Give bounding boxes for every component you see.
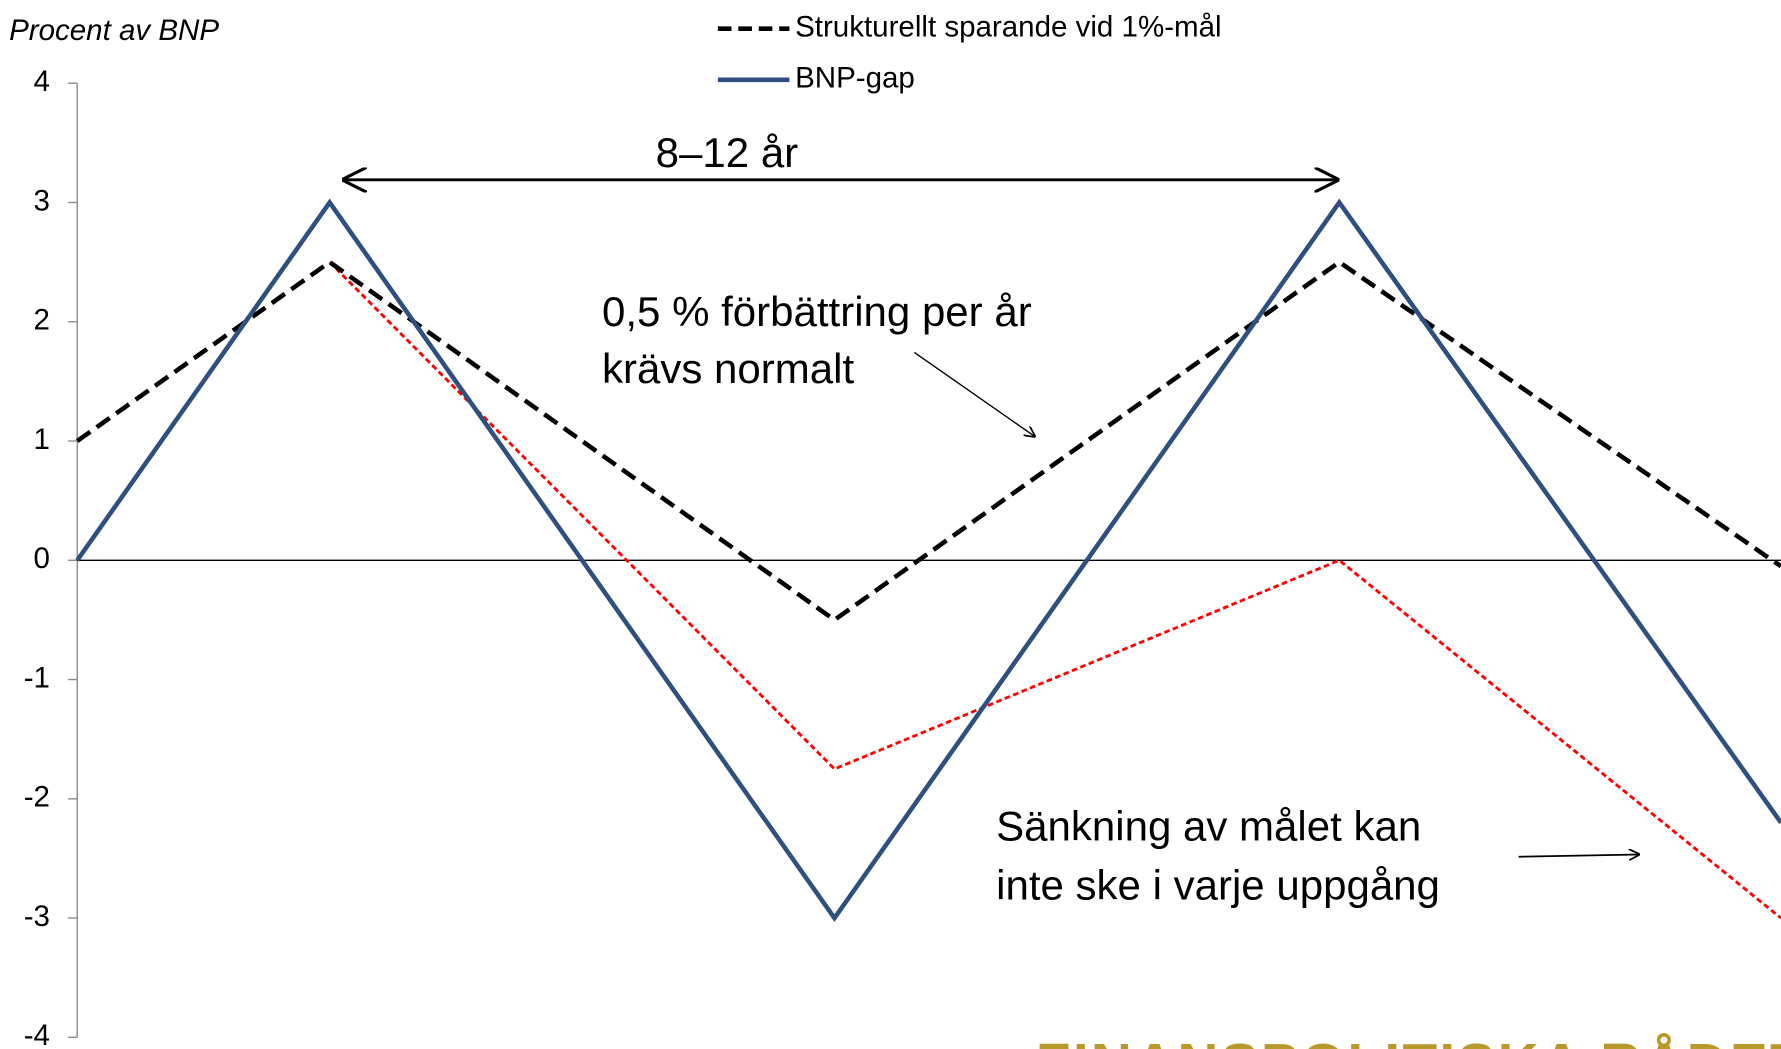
y-tick-label: -1 — [24, 661, 50, 694]
y-tick-label: 3 — [34, 184, 50, 217]
y-tick-label: -2 — [24, 781, 50, 814]
y-tick-label: 2 — [34, 304, 50, 337]
series-line — [328, 261, 1781, 920]
y-tick-label: 0 — [34, 542, 50, 575]
annotation: 0,5 % förbättring per år — [602, 288, 1032, 335]
y-axis-label: Procent av BNP — [9, 14, 219, 47]
annotation: inte ske i varje uppgång — [996, 862, 1440, 909]
series-line — [75, 198, 1781, 923]
y-tick-label: 4 — [34, 65, 50, 98]
annotation: krävs normalt — [602, 345, 854, 392]
legend-label: Strukturellt sparande vid 1%-mål — [795, 11, 1222, 44]
annotation-arrow — [1518, 854, 1639, 856]
y-tick-label: -3 — [24, 900, 50, 933]
legend-label: BNP-gap — [795, 62, 915, 95]
y-tick-label: 1 — [34, 423, 50, 456]
y-tick-label: -4 — [24, 1019, 50, 1049]
logo: FINANSPOLITISKA RÅDET — [1036, 1032, 1781, 1049]
annotation: Sänkning av målet kan — [996, 803, 1421, 850]
annotation: 8–12 år — [656, 129, 799, 176]
annotation-arrow — [913, 351, 1034, 436]
